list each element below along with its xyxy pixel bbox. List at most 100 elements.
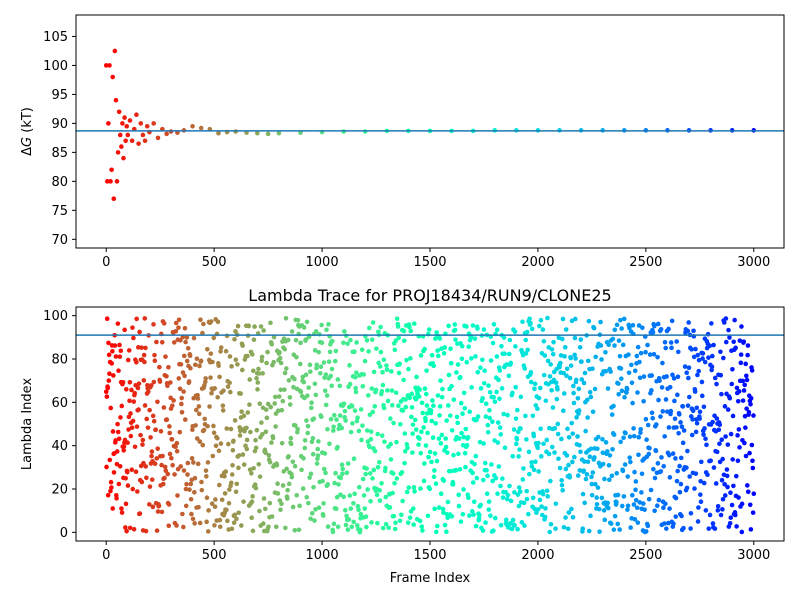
lambda-point	[446, 403, 451, 408]
lambda-point	[426, 454, 431, 460]
lambda-point	[735, 399, 741, 404]
lambda-point	[401, 338, 407, 344]
lambda-point	[561, 370, 566, 376]
lambda-point	[119, 403, 125, 409]
lambda-point	[280, 398, 286, 404]
lambda-point	[292, 376, 297, 382]
lambda-x-ticks: 0 500 1000 1500 2000 2500 3000	[102, 541, 770, 563]
lambda-point	[181, 353, 187, 359]
lambda-point	[419, 524, 425, 529]
delta-g-x-tick-label: 2000	[521, 255, 554, 270]
lambda-point	[308, 516, 313, 521]
lambda-point	[127, 398, 132, 404]
lambda-point	[380, 525, 386, 531]
lambda-point	[643, 529, 649, 534]
delta-g-point	[107, 63, 112, 68]
lambda-point	[648, 487, 654, 493]
delta-g-point	[134, 112, 139, 117]
lambda-point	[375, 464, 381, 470]
lambda-point	[588, 446, 594, 452]
lambda-point	[611, 432, 617, 437]
lambda-point	[536, 395, 542, 401]
delta-g-point	[198, 125, 204, 131]
lambda-point	[143, 528, 149, 534]
lambda-point	[348, 429, 354, 435]
lambda-point	[438, 378, 443, 383]
lambda-point	[205, 423, 210, 429]
lambda-point	[676, 349, 681, 355]
lambda-point	[395, 324, 401, 329]
lambda-point	[678, 481, 684, 487]
lambda-point	[222, 474, 227, 479]
lambda-point	[603, 349, 608, 355]
lambda-point	[690, 417, 695, 422]
lambda-point	[269, 440, 274, 445]
lambda-point	[722, 404, 728, 409]
lambda-point	[288, 441, 294, 447]
lambda-point	[527, 316, 532, 322]
lambda-point	[176, 317, 182, 323]
lambda-point	[702, 426, 707, 431]
lambda-point	[313, 392, 319, 398]
lambda-point	[134, 316, 139, 322]
lambda-point	[698, 478, 703, 484]
lambda-point	[629, 380, 635, 386]
lambda-point	[205, 529, 211, 534]
lambda-point	[321, 466, 327, 472]
lambda-point	[109, 485, 114, 490]
lambda-point	[402, 460, 407, 466]
lambda-point	[668, 340, 674, 345]
lambda-point	[633, 497, 639, 503]
lambda-point	[275, 408, 281, 414]
lambda-point	[429, 352, 435, 358]
lambda-point	[246, 323, 252, 329]
lambda-point	[620, 342, 626, 348]
lambda-point	[580, 491, 586, 497]
lambda-point	[250, 352, 255, 357]
lambda-point	[695, 352, 701, 358]
lambda-point	[451, 397, 457, 402]
lambda-point	[285, 496, 290, 501]
lambda-point	[645, 342, 650, 348]
lambda-point	[122, 327, 127, 333]
lambda-point	[177, 429, 183, 435]
lambda-point	[227, 389, 233, 395]
lambda-point	[517, 489, 523, 494]
lambda-point	[528, 370, 534, 375]
lambda-point	[134, 424, 140, 429]
lambda-point	[736, 389, 742, 394]
lambda-point	[544, 488, 550, 494]
lambda-point	[606, 462, 612, 468]
lambda-point	[631, 426, 636, 431]
lambda-point	[717, 441, 722, 447]
lambda-point	[203, 379, 208, 385]
lambda-point	[121, 448, 127, 453]
lambda-point	[192, 489, 197, 495]
lambda-point	[631, 502, 637, 507]
lambda-point	[175, 493, 180, 498]
lambda-point	[599, 357, 604, 362]
lambda-point	[369, 337, 375, 342]
lambda-point	[733, 345, 738, 351]
lambda-point	[204, 519, 209, 525]
lambda-point	[193, 362, 198, 368]
lambda-point	[636, 323, 642, 328]
lambda-point	[439, 432, 445, 438]
lambda-point	[137, 329, 142, 335]
lambda-point	[425, 430, 430, 436]
lambda-point	[203, 376, 208, 381]
lambda-point	[323, 372, 329, 377]
lambda-point	[266, 453, 272, 458]
lambda-point	[152, 358, 158, 364]
lambda-point	[319, 340, 325, 345]
lambda-point	[645, 523, 651, 529]
lambda-point	[694, 405, 700, 411]
lambda-point	[472, 336, 478, 341]
lambda-point	[703, 508, 709, 513]
lambda-point	[705, 472, 710, 478]
lambda-point	[297, 361, 303, 367]
lambda-point	[272, 401, 277, 406]
delta-g-point	[115, 150, 121, 155]
lambda-point	[747, 450, 752, 456]
